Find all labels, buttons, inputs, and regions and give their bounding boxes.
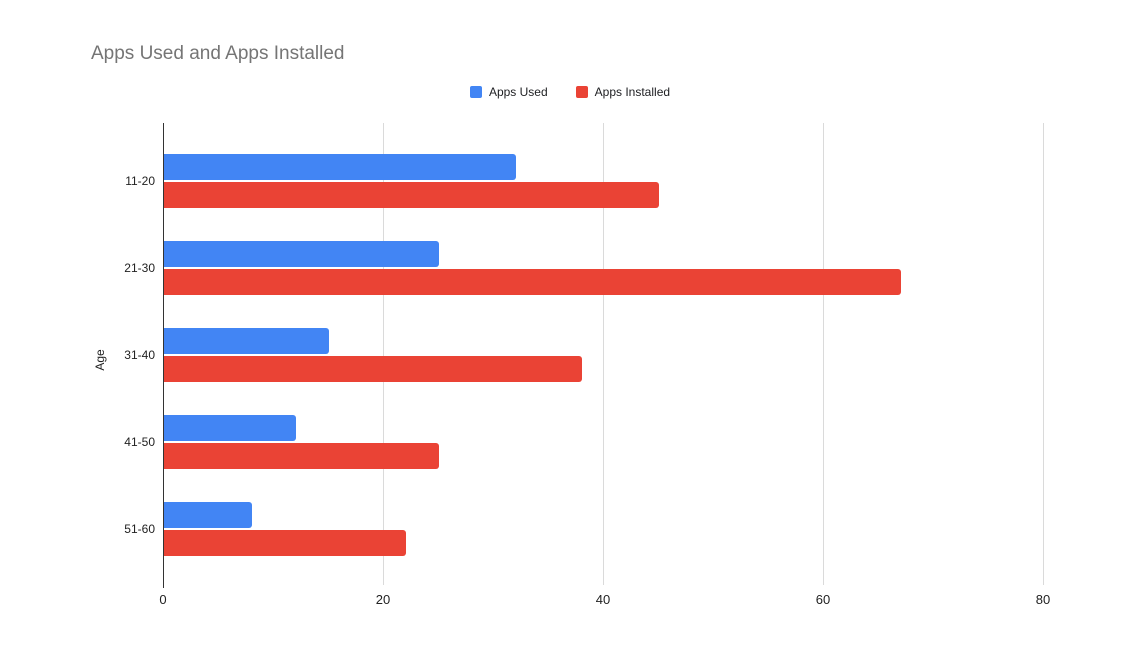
gridline-20 bbox=[383, 123, 384, 585]
legend-label: Apps Used bbox=[488, 85, 548, 99]
bar-group-31-40 bbox=[164, 312, 1099, 399]
bar-group-41-50 bbox=[164, 399, 1099, 486]
category-label-41-50: 41-50 bbox=[124, 435, 155, 449]
bar-apps-installed-21-30[interactable] bbox=[164, 269, 901, 295]
bar-apps-installed-11-20[interactable] bbox=[164, 182, 659, 208]
gridline-60 bbox=[823, 123, 824, 585]
bar-apps-used-41-50[interactable] bbox=[164, 415, 296, 441]
x-tick-label-0: 0 bbox=[159, 592, 167, 607]
bar-apps-installed-51-60[interactable] bbox=[164, 530, 406, 556]
category-label-51-60: 51-60 bbox=[124, 522, 155, 536]
chart-title: Apps Used and Apps Installed bbox=[91, 43, 345, 64]
gridline-40 bbox=[603, 123, 604, 585]
legend-item-apps-used[interactable]: Apps Used bbox=[469, 85, 548, 99]
bar-apps-used-31-40[interactable] bbox=[164, 328, 329, 354]
legend-label: Apps Installed bbox=[594, 85, 671, 99]
bar-group-21-30 bbox=[164, 225, 1099, 312]
x-tick-label-40: 40 bbox=[595, 592, 611, 607]
bar-apps-used-11-20[interactable] bbox=[164, 154, 516, 180]
bar-apps-used-51-60[interactable] bbox=[164, 502, 252, 528]
legend-swatch-apps-used bbox=[469, 86, 482, 98]
y-axis-line bbox=[163, 123, 164, 588]
bar-group-51-60 bbox=[164, 486, 1099, 573]
bar-apps-installed-31-40[interactable] bbox=[164, 356, 582, 382]
chart-legend: Apps Used Apps Installed bbox=[0, 85, 1140, 99]
category-label-11-20: 11-20 bbox=[125, 174, 155, 188]
bar-apps-used-21-30[interactable] bbox=[164, 241, 439, 267]
x-tick-label-20: 20 bbox=[375, 592, 391, 607]
x-tick-label-60: 60 bbox=[815, 592, 831, 607]
category-label-31-40: 31-40 bbox=[124, 348, 155, 362]
category-label-21-30: 21-30 bbox=[124, 261, 155, 275]
bar-apps-installed-41-50[interactable] bbox=[164, 443, 439, 469]
legend-swatch-apps-installed bbox=[575, 86, 588, 98]
legend-item-apps-installed[interactable]: Apps Installed bbox=[575, 85, 671, 99]
plot-area bbox=[163, 123, 1099, 588]
gridline-80 bbox=[1043, 123, 1044, 585]
x-tick-label-80: 80 bbox=[1035, 592, 1051, 607]
bar-group-11-20 bbox=[164, 138, 1099, 225]
